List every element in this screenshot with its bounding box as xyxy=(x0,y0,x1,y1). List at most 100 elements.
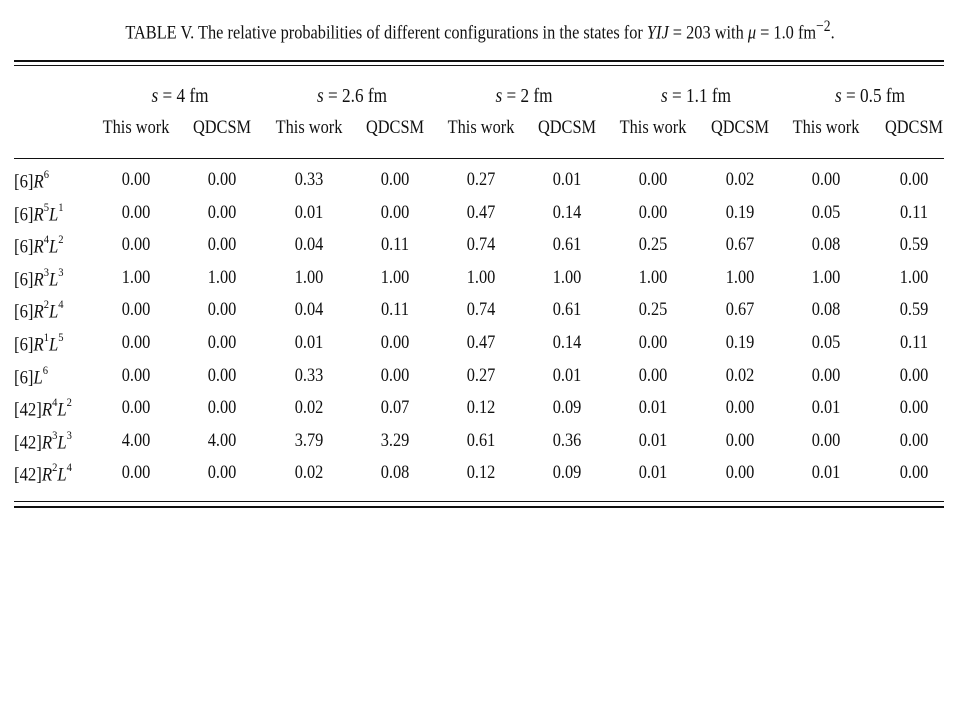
table-cell: 0.00 xyxy=(380,364,410,386)
table-cell: 0.00 xyxy=(899,169,929,190)
table-cell: 3.79 xyxy=(294,429,324,451)
table-cell: 0.67 xyxy=(725,234,755,256)
row-label: [42]R3L3 xyxy=(14,427,72,454)
caption-exponent: −2 xyxy=(816,18,831,35)
table-cell: 0.00 xyxy=(121,299,151,321)
table-cell: 1.00 xyxy=(725,266,755,288)
table-cell: 0.01 xyxy=(552,169,582,190)
column-subheader: QDCSM xyxy=(537,117,597,138)
bottom-rule-thick xyxy=(14,506,944,508)
column-group-header: s = 1.1 fm xyxy=(661,85,731,107)
table-cell: 0.09 xyxy=(552,397,582,419)
table-cell: 0.00 xyxy=(638,332,668,353)
table-cell: 0.07 xyxy=(380,397,410,419)
table-cell: 0.04 xyxy=(294,299,324,321)
table-cell: 1.00 xyxy=(207,266,237,288)
table-cell: 0.33 xyxy=(294,169,324,190)
table-cell: 1.00 xyxy=(466,266,496,288)
table-cell: 0.09 xyxy=(552,462,582,484)
table-cell: 0.14 xyxy=(552,332,582,353)
table-cell: 0.00 xyxy=(638,169,668,190)
table-cell: 0.00 xyxy=(121,397,151,419)
table-cell: 0.36 xyxy=(552,429,582,451)
table-cell: 0.00 xyxy=(380,332,410,353)
table-cell: 0.27 xyxy=(466,169,496,190)
table-cell: 0.04 xyxy=(294,234,324,256)
table-cell: 0.00 xyxy=(121,462,151,484)
table-cell: 0.00 xyxy=(380,201,410,223)
table-cell: 0.00 xyxy=(899,364,929,386)
table-cell: 0.00 xyxy=(121,234,151,256)
top-rule-thin xyxy=(14,65,944,66)
table-cell: 0.05 xyxy=(811,201,841,223)
row-label: [6]R6 xyxy=(14,167,49,193)
table-cell: 0.02 xyxy=(725,364,755,386)
column-subheader: This work xyxy=(792,117,860,138)
table-cell: 0.61 xyxy=(552,299,582,321)
top-rule-thick xyxy=(14,60,944,62)
table-cell: 0.00 xyxy=(207,462,237,484)
column-subheader: This work xyxy=(619,117,687,138)
table-cell: 0.00 xyxy=(638,201,668,223)
table-cell: 0.02 xyxy=(294,397,324,419)
table-cell: 0.67 xyxy=(725,299,755,321)
table-cell: 0.00 xyxy=(899,462,929,484)
table-cell: 1.00 xyxy=(552,266,582,288)
header-rule xyxy=(14,158,944,159)
column-subheader: QDCSM xyxy=(192,117,252,138)
table-cell: 0.00 xyxy=(811,169,841,190)
bottom-rule-thin xyxy=(14,501,944,502)
column-subheader: This work xyxy=(102,117,170,138)
column-subheader: This work xyxy=(447,117,515,138)
table-cell: 0.14 xyxy=(552,201,582,223)
table-cell: 0.59 xyxy=(899,299,929,321)
row-label: [6]L6 xyxy=(14,362,49,388)
table-cell: 0.11 xyxy=(900,332,928,353)
table-cell: 0.33 xyxy=(294,364,324,386)
table-cell: 0.11 xyxy=(381,234,409,256)
table-cell: 0.01 xyxy=(294,201,324,223)
table-cell: 0.00 xyxy=(380,169,410,190)
caption-mid: = 203 with xyxy=(668,22,748,44)
table-cell: 0.47 xyxy=(466,201,496,223)
table-cell: 0.05 xyxy=(811,332,841,353)
table-cell: 0.00 xyxy=(207,169,237,190)
table-cell: 0.11 xyxy=(381,299,409,321)
table-cell: 0.47 xyxy=(466,332,496,353)
table-cell: 3.29 xyxy=(380,429,410,451)
table-cell: 0.01 xyxy=(638,429,668,451)
table-cell: 0.01 xyxy=(638,462,668,484)
column-subheader: This work xyxy=(275,117,343,138)
table-cell: 0.00 xyxy=(121,332,151,353)
table-cell: 0.00 xyxy=(207,397,237,419)
table-cell: 4.00 xyxy=(207,429,237,451)
caption-var: YIJ xyxy=(646,22,669,44)
row-label: [42]R2L4 xyxy=(14,460,72,486)
table-cell: 0.08 xyxy=(811,299,841,321)
column-group-header: s = 4 fm xyxy=(151,85,209,107)
table-cell: 0.00 xyxy=(207,299,237,321)
table-cell: 0.74 xyxy=(466,234,496,256)
caption-suffix: = 1.0 fm xyxy=(756,22,817,44)
table-cell: 0.00 xyxy=(207,364,237,386)
row-label: [6]R1L5 xyxy=(14,330,64,356)
row-label: [6]R5L1 xyxy=(14,199,64,225)
table-cell: 0.08 xyxy=(811,234,841,256)
row-label: [6]R3L3 xyxy=(14,264,64,291)
table-cell: 0.00 xyxy=(207,332,237,353)
table-cell: 0.27 xyxy=(466,364,496,386)
table-cell: 0.01 xyxy=(811,397,841,419)
table-cell: 0.00 xyxy=(121,201,151,223)
column-group-header: s = 0.5 fm xyxy=(835,85,905,107)
table-cell: 0.59 xyxy=(899,234,929,256)
column-group-header: s = 2.6 fm xyxy=(317,85,387,107)
table-cell: 0.00 xyxy=(725,397,755,419)
table-cell: 0.61 xyxy=(466,429,496,451)
table-cell: 0.61 xyxy=(552,234,582,256)
table-cell: 0.01 xyxy=(811,462,841,484)
caption-mu: μ xyxy=(747,22,757,44)
table-caption: TABLE V. The relative probabilities of d… xyxy=(67,18,893,44)
column-subheader: QDCSM xyxy=(884,117,944,138)
table-cell: 0.25 xyxy=(638,299,668,321)
table-cell: 0.12 xyxy=(466,397,496,419)
